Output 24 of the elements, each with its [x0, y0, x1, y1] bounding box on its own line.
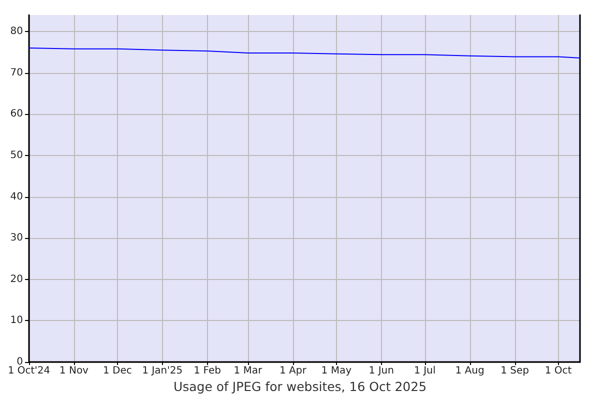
- y-tick-label: 40: [10, 191, 23, 202]
- x-tick-label: 1 Jan'25: [142, 366, 183, 376]
- y-tick-label: 0: [16, 356, 23, 368]
- x-tick-label: 1 Sep: [500, 366, 529, 376]
- y-tick-label: 10: [10, 315, 23, 326]
- y-tick-label: 80: [10, 26, 23, 38]
- y-tick-label: 30: [10, 232, 23, 244]
- x-tick-label: 1 Feb: [194, 366, 221, 376]
- x-tick-label: 1 May: [321, 366, 352, 376]
- x-tick-label: 1 Jul: [414, 366, 436, 376]
- x-tick-label: 1 Oct: [544, 366, 572, 376]
- x-tick-label: 1 Jun: [368, 366, 394, 376]
- line-series: [28, 48, 580, 58]
- y-tick-label: 60: [10, 108, 23, 120]
- x-tick-label: 1 Mar: [234, 366, 264, 376]
- x-tick-label: 1 Apr: [279, 366, 308, 376]
- text: Usage of JPEG for websites, 16 Oct 2025: [173, 379, 427, 394]
- x-tick-label: 1 Aug: [455, 366, 484, 376]
- x-tick-label: 1 Nov: [59, 366, 89, 376]
- y-tick-label: 70: [10, 67, 23, 78]
- y-tick-label: 20: [10, 274, 23, 285]
- x-tick-label: 1 Dec: [102, 366, 132, 376]
- y-tick-label: 50: [10, 150, 23, 161]
- x-tick-label: 1 Oct'24: [8, 366, 50, 376]
